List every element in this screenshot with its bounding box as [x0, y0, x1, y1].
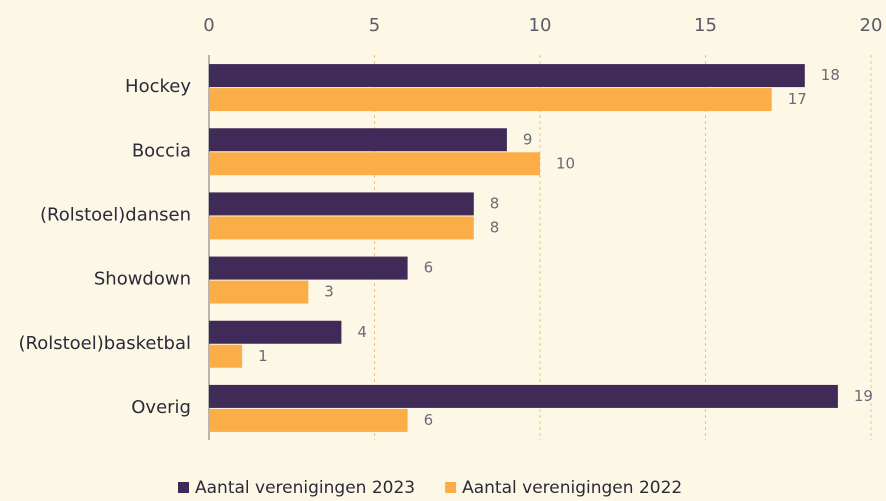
- data-label: 17: [788, 90, 807, 108]
- data-label: 9: [523, 130, 533, 148]
- bar: [209, 280, 309, 304]
- bar: [209, 216, 474, 240]
- data-label: 8: [490, 194, 500, 212]
- bar: [209, 88, 772, 112]
- legend-swatch: [445, 482, 457, 493]
- x-tick-label: 20: [860, 15, 883, 36]
- y-tick-label: Hockey: [125, 76, 191, 97]
- data-label: 3: [324, 283, 334, 301]
- bar: [209, 384, 838, 408]
- bar: [209, 128, 507, 152]
- bar: [209, 256, 408, 280]
- data-label: 8: [490, 218, 500, 236]
- y-tick-label: (Rolstoel)dansen: [40, 204, 191, 225]
- bar: [209, 64, 805, 88]
- y-tick-label: Showdown: [94, 269, 191, 290]
- data-label: 1: [258, 347, 268, 365]
- legend-label: Aantal verenigingen 2022: [462, 478, 682, 498]
- x-tick-label: 0: [203, 15, 214, 36]
- y-tick-label: Overig: [131, 397, 191, 418]
- x-tick-label: 10: [529, 15, 552, 36]
- data-label: 18: [821, 66, 840, 84]
- y-tick-label: Boccia: [132, 140, 191, 161]
- x-tick-label: 5: [369, 15, 380, 36]
- data-label: 10: [556, 154, 575, 172]
- bar: [209, 152, 540, 176]
- bar: [209, 192, 474, 216]
- y-tick-label: (Rolstoel)basketbal: [19, 333, 192, 354]
- data-label: 19: [854, 387, 873, 405]
- legend-label: Aantal verenigingen 2023: [195, 478, 415, 498]
- x-tick-label: 15: [694, 15, 717, 36]
- bar: [209, 320, 342, 344]
- data-label: 6: [424, 259, 434, 277]
- bar: [209, 408, 408, 432]
- legend-swatch: [178, 482, 189, 493]
- data-label: 4: [357, 323, 367, 341]
- bar: [209, 344, 243, 368]
- data-label: 6: [424, 411, 434, 429]
